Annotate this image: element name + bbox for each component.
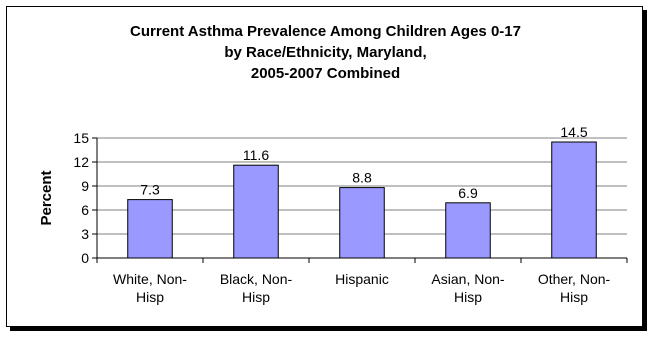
- bar: [445, 202, 491, 259]
- bar-value-label: 6.9: [458, 185, 478, 201]
- category-label: Hisp: [242, 289, 270, 305]
- chart-frame: Current Asthma Prevalence Among Children…: [6, 6, 643, 327]
- y-tick-label: 0: [81, 250, 89, 266]
- plot-area: 0 3 6 9 12 15 Percent 7.3 White, Non- Hisp 11.6 Bla…: [38, 124, 628, 305]
- category-label: Black, Non-: [220, 271, 293, 287]
- bar-value-label: 8.8: [352, 170, 372, 186]
- chart-title-line-1: Current Asthma Prevalence Among Children…: [130, 23, 521, 40]
- bar: [551, 141, 597, 259]
- y-tick-label: 9: [81, 178, 89, 194]
- y-tick-label: 15: [73, 130, 89, 146]
- chart-title: Current Asthma Prevalence Among Children…: [7, 21, 644, 84]
- category-label: Hisp: [560, 289, 588, 305]
- y-tick-label: 6: [81, 202, 89, 218]
- category-label: White, Non-: [113, 271, 187, 287]
- category-label: Hisp: [136, 289, 164, 305]
- category-label: Hisp: [454, 289, 482, 305]
- bar-value-label: 14.5: [560, 124, 587, 140]
- category-label: Other, Non-: [538, 271, 611, 287]
- bar-value-label: 11.6: [243, 147, 269, 163]
- y-axis-label: Percent: [38, 170, 55, 225]
- category-label: Hispanic: [335, 271, 389, 287]
- bar: [127, 199, 173, 259]
- chart-title-line-2: by Race/Ethnicity, Maryland,: [224, 44, 427, 61]
- y-tick-label: 3: [81, 226, 89, 242]
- bar-value-label: 7.3: [140, 182, 160, 198]
- category-label: Asian, Non-: [431, 271, 504, 287]
- bar: [339, 187, 385, 259]
- bar: [233, 164, 279, 259]
- y-tick-label: 12: [73, 154, 89, 170]
- chart-title-line-3: 2005-2007 Combined: [250, 65, 401, 82]
